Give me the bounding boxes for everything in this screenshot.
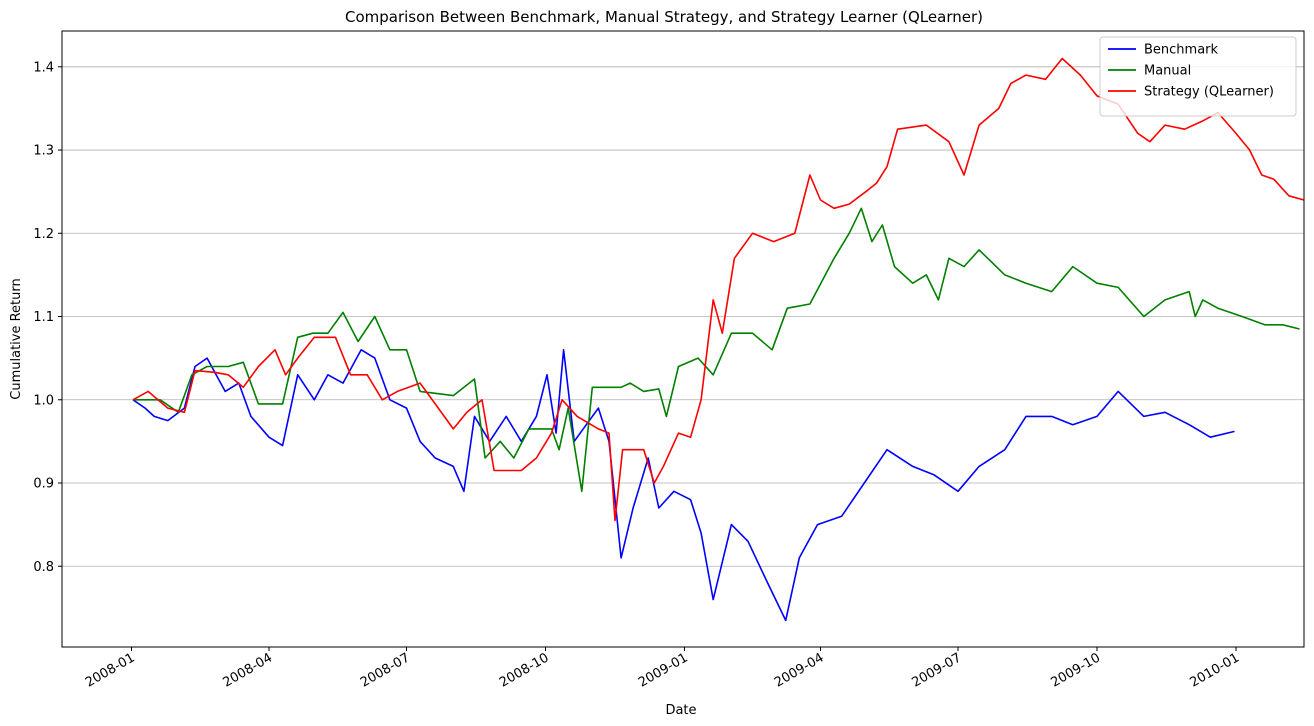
y-axis-label: Cumulative Return: [9, 278, 24, 399]
plot-frame: [61, 30, 1305, 648]
legend-label: Strategy (QLearner): [1144, 85, 1274, 100]
y-tick-label: 0.9: [33, 477, 54, 492]
series-line-0: [132, 349, 1235, 622]
y-tick-label: 0.8: [33, 560, 54, 575]
series-layer: [132, 57, 1305, 622]
x-tick-label: 2008-07: [358, 650, 413, 690]
x-tick-label: 2009-07: [909, 650, 964, 690]
y-tick-label: 1.2: [33, 227, 54, 242]
legend-box: [1099, 36, 1297, 117]
series-line-1: [133, 207, 1300, 493]
x-axis-label: Date: [665, 703, 696, 718]
legend-label: Benchmark: [1144, 43, 1219, 58]
x-tick-label: 2010-01: [1187, 650, 1242, 690]
x-axis: 2008-01 2008-04 2008-07 2008-10 2009-01 2009-…: [83, 647, 1242, 691]
y-tick-label: 1.0: [33, 393, 54, 408]
x-tick-label: 2008-10: [497, 650, 552, 690]
y-tick-label: 1.1: [33, 310, 54, 325]
chart-title: Comparison Between Benchmark, Manual Str…: [345, 8, 983, 26]
y-tick-label: 1.3: [33, 144, 54, 159]
series-line-2: [132, 57, 1305, 522]
legend-label: Manual: [1144, 64, 1191, 79]
x-tick-label: 2008-04: [220, 650, 275, 690]
legend: Benchmark Manual Strategy (QLearner): [1099, 36, 1297, 117]
x-tick-label: 2009-01: [636, 650, 691, 690]
x-tick-label: 2009-04: [772, 650, 827, 690]
x-tick-label: 2008-01: [83, 650, 138, 690]
x-tick-label: 2009-10: [1048, 650, 1103, 690]
y-axis: 0.8 0.9 1.0 1.1 1.2 1.3 1.4: [33, 60, 62, 575]
y-tick-label: 1.4: [33, 60, 54, 75]
grid: [62, 66, 1304, 567]
